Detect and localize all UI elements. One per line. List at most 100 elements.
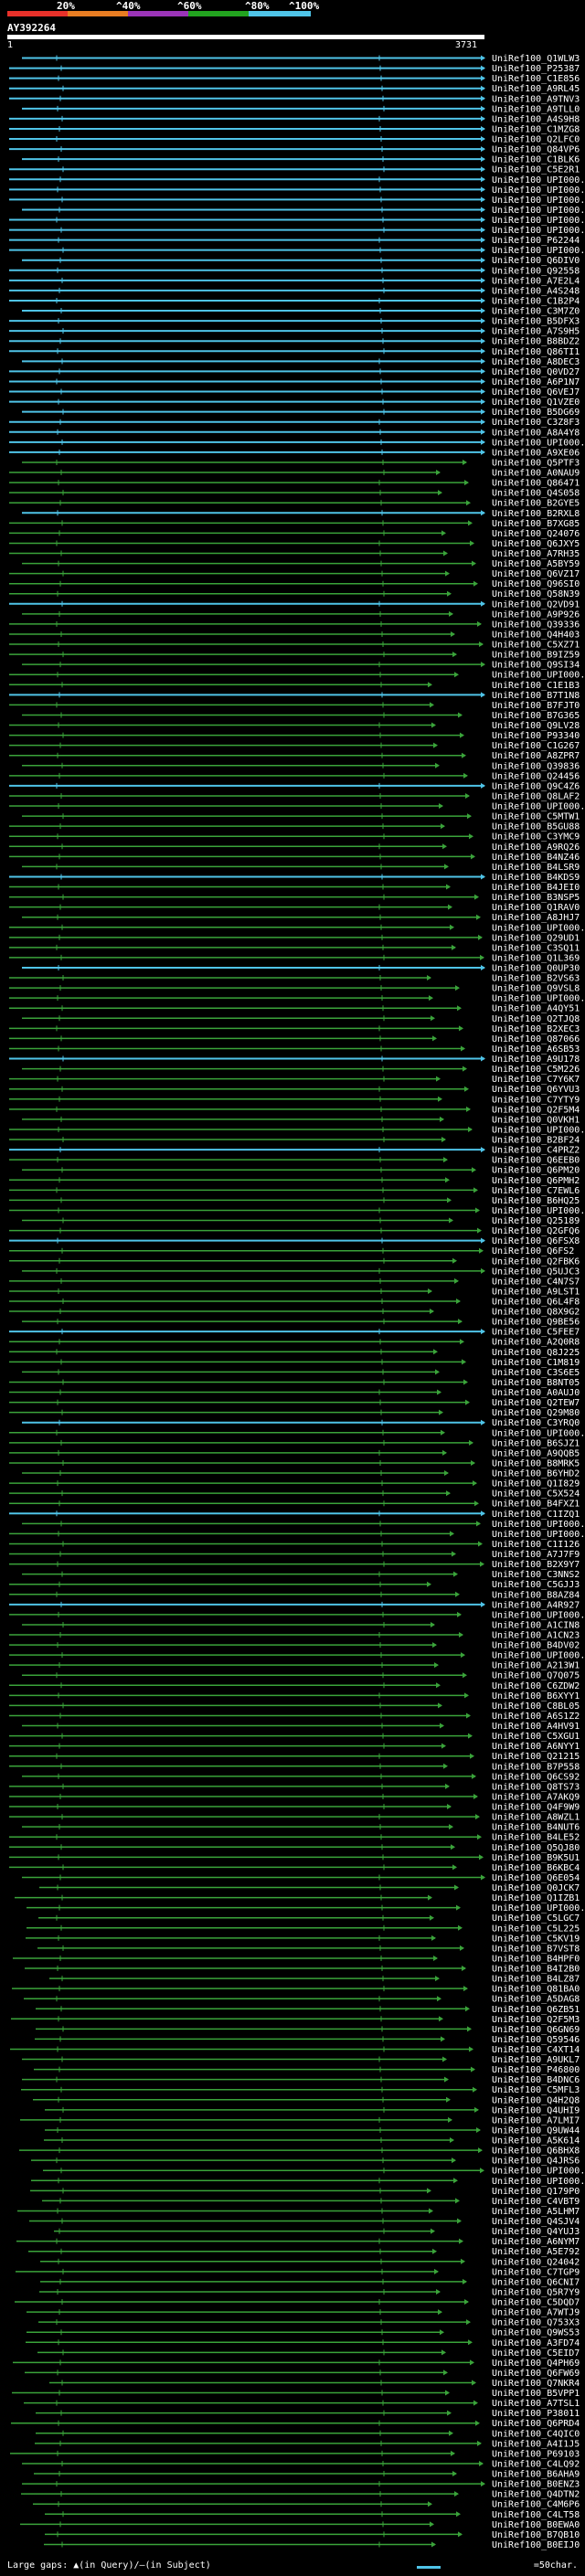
hit-row[interactable]: UniRef100_Q6CS92 <box>22 1772 580 1782</box>
hit-label[interactable]: UniRef100_C7TGP9 <box>492 2267 580 2277</box>
hit-label[interactable]: UniRef100_C4PRZ2 <box>492 1146 580 1156</box>
hit-label[interactable]: UniRef100_Q9C4Z6 <box>492 781 580 791</box>
hit-row[interactable]: UniRef100_B6YHD2 <box>22 1469 580 1479</box>
hit-row[interactable]: UniRef100_Q5QJ80 <box>9 1843 580 1853</box>
hit-row[interactable]: UniRef100_B6XYY1 <box>9 1691 580 1701</box>
hit-row[interactable]: UniRef100_UPI000... <box>9 226 585 236</box>
hit-label[interactable]: UniRef100_UPI000... <box>492 671 585 681</box>
hit-row[interactable]: UniRef100_A0NAU9 <box>9 469 580 479</box>
hit-label[interactable]: UniRef100_Q39336 <box>492 620 580 630</box>
hit-label[interactable]: UniRef100_C7YTY9 <box>492 1095 580 1105</box>
hit-label[interactable]: UniRef100_C5EID7 <box>492 2348 580 2359</box>
hit-row[interactable]: UniRef100_C5L225 <box>27 1924 580 1934</box>
hit-row[interactable]: UniRef100_A1CN23 <box>9 1631 580 1641</box>
hit-label[interactable]: UniRef100_Q6EEB0 <box>492 1156 580 1166</box>
hit-row[interactable]: UniRef100_Q4H403 <box>9 630 580 640</box>
hit-label[interactable]: UniRef100_Q4UHI9 <box>492 2105 580 2115</box>
hit-label[interactable]: UniRef100_B4LSR9 <box>492 863 580 873</box>
hit-label[interactable]: UniRef100_C5DQD7 <box>492 2298 580 2308</box>
hit-row[interactable]: UniRef100_C3NNS2 <box>22 1570 580 1580</box>
hit-row[interactable]: UniRef100_Q1WLW3 <box>22 54 580 64</box>
hit-row[interactable]: UniRef100_Q6GN69 <box>36 2025 580 2035</box>
hit-row[interactable]: UniRef100_A7J7F9 <box>9 1550 580 1560</box>
hit-row[interactable]: UniRef100_Q8J225 <box>9 1348 580 1358</box>
hit-row[interactable]: UniRef100_Q6PM20 <box>22 1166 580 1176</box>
hit-label[interactable]: UniRef100_A6NYM7 <box>492 2237 580 2247</box>
hit-row[interactable]: UniRef100_C5MTW1 <box>22 812 580 822</box>
hit-row[interactable]: UniRef100_C4VBT9 <box>42 2197 580 2207</box>
hit-label[interactable]: UniRef100_Q96SI0 <box>492 579 580 589</box>
hit-label[interactable]: UniRef100_A7TSL1 <box>492 2399 580 2409</box>
hit-row[interactable]: UniRef100_P38011 <box>36 2409 580 2419</box>
hit-label[interactable]: UniRef100_C5XGU1 <box>492 1732 580 1742</box>
hit-label[interactable]: UniRef100_P62244 <box>492 236 580 246</box>
hit-label[interactable]: UniRef100_C4VBT9 <box>492 2197 580 2207</box>
hit-row[interactable]: UniRef100_UPI000... <box>9 1651 585 1661</box>
hit-row[interactable]: UniRef100_C8BL05 <box>9 1701 580 1712</box>
hit-label[interactable]: UniRef100_UPI000... <box>492 1530 585 1540</box>
hit-row[interactable]: UniRef100_Q2FBK6 <box>9 1256 580 1267</box>
hit-label[interactable]: UniRef100_Q2VD91 <box>492 599 580 610</box>
hit-label[interactable]: UniRef100_A9UKL7 <box>492 2055 580 2065</box>
hit-row[interactable]: UniRef100_B7G365 <box>22 711 580 721</box>
hit-row[interactable]: UniRef100_A1CIN8 <box>22 1620 580 1630</box>
hit-row[interactable]: UniRef100_A5DAG8 <box>24 1995 580 2005</box>
hit-row[interactable]: UniRef100_B0EIJ0 <box>44 2540 580 2550</box>
hit-label[interactable]: UniRef100_A9TLL0 <box>492 104 580 114</box>
hit-label[interactable]: UniRef100_Q6YVU3 <box>492 1085 580 1095</box>
hit-label[interactable]: UniRef100_A0AUJ0 <box>492 1388 580 1398</box>
hit-label[interactable]: UniRef100_C3YMC9 <box>492 832 580 843</box>
hit-label[interactable]: UniRef100_A9P926 <box>492 610 580 620</box>
hit-row[interactable]: UniRef100_B2XEC3 <box>9 1024 580 1034</box>
hit-row[interactable]: UniRef100_B6KBC4 <box>9 1863 580 1873</box>
hit-row[interactable]: UniRef100_P25387 <box>9 64 580 74</box>
hit-label[interactable]: UniRef100_Q179P0 <box>492 2187 580 2197</box>
hit-row[interactable]: UniRef100_Q2LFC0 <box>9 135 580 145</box>
hit-row[interactable]: UniRef100_C4LT58 <box>45 2510 580 2520</box>
hit-row[interactable]: UniRef100_Q8LAF2 <box>9 791 580 801</box>
hit-row[interactable]: UniRef100_B7VST8 <box>37 1944 580 1954</box>
hit-row[interactable]: UniRef100_C1E1B3 <box>9 681 580 691</box>
hit-row[interactable]: UniRef100_C1I126 <box>9 1540 580 1550</box>
hit-label[interactable]: UniRef100_Q2FBK6 <box>492 1256 580 1267</box>
hit-label[interactable]: UniRef100_Q1WLW3 <box>492 54 580 64</box>
hit-label[interactable]: UniRef100_A4QY51 <box>492 1004 580 1014</box>
hit-label[interactable]: UniRef100_Q2LFC0 <box>492 135 580 145</box>
hit-label[interactable]: UniRef100_A0NAU9 <box>492 469 580 479</box>
hit-row[interactable]: UniRef100_C5XGU1 <box>9 1732 580 1742</box>
hit-label[interactable]: UniRef100_C4LQ92 <box>492 2459 580 2469</box>
hit-label[interactable]: UniRef100_C5XZ71 <box>492 641 580 651</box>
hit-row[interactable]: UniRef100_B8BDZ2 <box>9 337 580 347</box>
hit-label[interactable]: UniRef100_A4I1J5 <box>492 2439 580 2449</box>
hit-row[interactable]: UniRef100_Q5PTF3 <box>22 458 580 468</box>
hit-row[interactable]: UniRef100_Q6L4F8 <box>9 1298 580 1308</box>
hit-row[interactable]: UniRef100_Q4YUJ3 <box>54 2227 580 2237</box>
hit-row[interactable]: UniRef100_Q6E054 <box>22 1873 580 1883</box>
hit-label[interactable]: UniRef100_Q9LV28 <box>492 721 580 731</box>
hit-label[interactable]: UniRef100_A9RL45 <box>492 84 580 94</box>
hit-label[interactable]: UniRef100_A9LST1 <box>492 1287 580 1297</box>
hit-row[interactable]: UniRef100_Q81BA0 <box>12 1985 580 1995</box>
hit-label[interactable]: UniRef100_Q2F5M3 <box>492 2015 580 2025</box>
hit-row[interactable]: UniRef100_B2VS63 <box>9 974 580 984</box>
hit-label[interactable]: UniRef100_Q6CS92 <box>492 1772 580 1782</box>
hit-row[interactable]: UniRef100_Q5R7Y9 <box>39 2287 580 2297</box>
hit-label[interactable]: UniRef100_B5VPP1 <box>492 2389 580 2399</box>
hit-row[interactable]: UniRef100_Q25189 <box>22 1216 580 1226</box>
hit-row[interactable]: UniRef100_A3FD74 <box>26 2338 580 2348</box>
hit-label[interactable]: UniRef100_B8AZ84 <box>492 1590 580 1600</box>
hit-row[interactable]: UniRef100_C6ZDW2 <box>9 1681 580 1691</box>
hit-row[interactable]: UniRef100_UPI000... <box>31 2177 585 2187</box>
hit-row[interactable]: UniRef100_C5GJJ3 <box>9 1580 580 1590</box>
hit-label[interactable]: UniRef100_Q2GFQ6 <box>492 1226 580 1236</box>
hit-label[interactable]: UniRef100_Q6PRD4 <box>492 2419 580 2429</box>
hit-label[interactable]: UniRef100_A5BY59 <box>492 559 580 569</box>
hit-row[interactable]: UniRef100_A8WZL1 <box>9 1813 580 1823</box>
hit-row[interactable]: UniRef100_B8NT05 <box>9 1378 580 1388</box>
hit-label[interactable]: UniRef100_Q58N39 <box>492 589 580 599</box>
hit-label[interactable]: UniRef100_Q5QJ80 <box>492 1843 580 1853</box>
hit-row[interactable]: UniRef100_C4QIC0 <box>36 2429 580 2439</box>
hit-row[interactable]: UniRef100_Q24042 <box>40 2257 580 2267</box>
hit-label[interactable]: UniRef100_Q9UW44 <box>492 2125 580 2136</box>
hit-row[interactable]: UniRef100_Q6JXY5 <box>9 539 580 549</box>
